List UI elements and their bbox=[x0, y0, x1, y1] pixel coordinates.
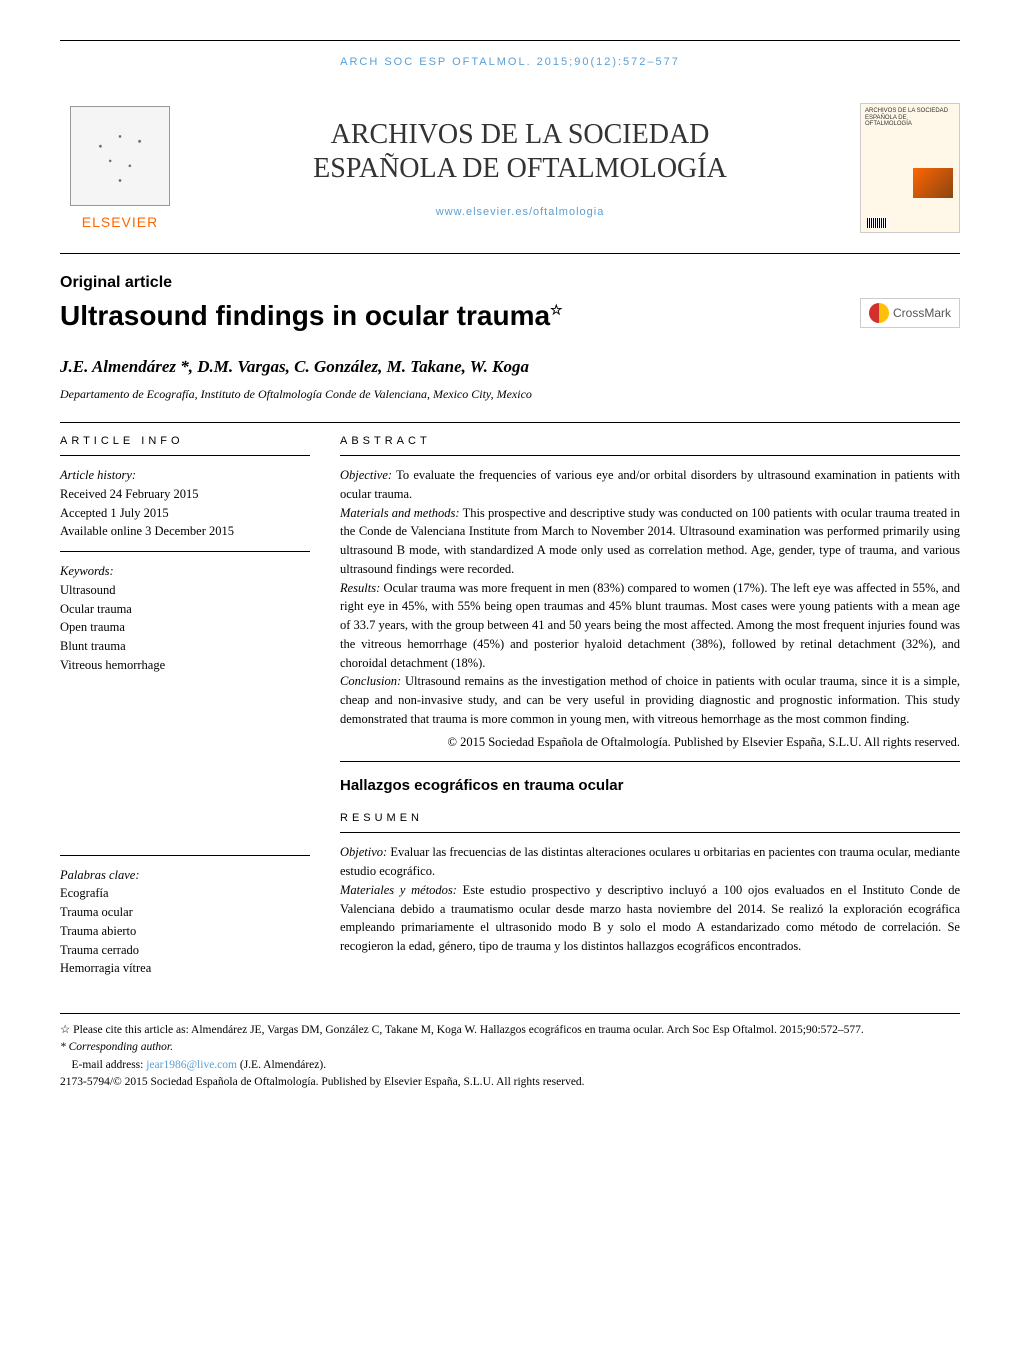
article-title: Ultrasound findings in ocular trauma☆ bbox=[60, 300, 563, 332]
history-label: Article history: bbox=[60, 466, 310, 485]
cover-image-icon bbox=[913, 168, 953, 198]
methods-label: Materials and methods: bbox=[340, 506, 460, 520]
abstract-en: Objective: To evaluate the frequencies o… bbox=[340, 455, 960, 761]
keyword-item: Open trauma bbox=[60, 618, 310, 637]
authors: J.E. Almendárez *, D.M. Vargas, C. Gonzá… bbox=[60, 357, 960, 377]
issn-line: 2173-5794/© 2015 Sociedad Española de Of… bbox=[60, 1074, 960, 1091]
journal-title-block: ARCHIVOS DE LA SOCIEDAD ESPAÑOLA DE OFTA… bbox=[180, 118, 860, 217]
keyword-item: Ocular trauma bbox=[60, 600, 310, 619]
abstract-es: Objetivo: Evaluar las frecuencias de las… bbox=[340, 832, 960, 966]
conclusion-label: Conclusion: bbox=[340, 674, 401, 688]
publisher-label: ELSEVIER bbox=[82, 214, 158, 230]
keyword-item: Blunt trauma bbox=[60, 637, 310, 656]
affiliation: Departamento de Ecografía, Instituto de … bbox=[60, 387, 960, 402]
citation-header: ARCH SOC ESP OFTALMOL. 2015;90(12):572–5… bbox=[60, 40, 960, 83]
article-meta-row: Original article Ultrasound findings in … bbox=[60, 253, 960, 352]
keyword-item: Hemorragia vítrea bbox=[60, 959, 310, 978]
corresponding-author: * Corresponding author. bbox=[60, 1039, 960, 1056]
keyword-item: Trauma abierto bbox=[60, 922, 310, 941]
results-text: Ocular trauma was more frequent in men (… bbox=[340, 581, 960, 670]
article-history: Article history: Received 24 February 20… bbox=[60, 455, 310, 551]
keyword-item: Trauma ocular bbox=[60, 903, 310, 922]
crossmark-label: CrossMark bbox=[893, 306, 951, 320]
crossmark-badge[interactable]: CrossMark bbox=[860, 298, 960, 328]
objetivo-text: Evaluar las frecuencias de las distintas… bbox=[340, 845, 960, 878]
keywords-en-label: Keywords: bbox=[60, 562, 310, 581]
received-date: Received 24 February 2015 bbox=[60, 485, 310, 504]
copyright-en: © 2015 Sociedad Española de Oftalmología… bbox=[340, 733, 960, 752]
cover-title-text: ARCHIVOS DE LA SOCIEDAD ESPAÑOLA DE OFTA… bbox=[865, 108, 955, 128]
keywords-es-label: Palabras clave: bbox=[60, 866, 310, 885]
email-suffix: (J.E. Almendárez). bbox=[237, 1059, 326, 1071]
crossmark-icon bbox=[869, 303, 889, 323]
elsevier-tree-icon bbox=[70, 106, 170, 206]
metodos-label: Materiales y métodos: bbox=[340, 883, 457, 897]
publisher-logo: ELSEVIER bbox=[60, 106, 180, 230]
objective-label: Objective: bbox=[340, 468, 392, 482]
cite-footnote: ☆ Please cite this article as: Almendáre… bbox=[60, 1022, 960, 1039]
email-line: E-mail address: jear1986@live.com (J.E. … bbox=[60, 1057, 960, 1074]
right-column: ABSTRACT Objective: To evaluate the freq… bbox=[340, 423, 960, 988]
results-label: Results: bbox=[340, 581, 380, 595]
footnote-star-icon: ☆ bbox=[550, 302, 563, 318]
journal-header: ELSEVIER ARCHIVOS DE LA SOCIEDAD ESPAÑOL… bbox=[60, 83, 960, 253]
journal-title-line2: ESPAÑOLA DE OFTALMOLOGÍA bbox=[180, 152, 860, 186]
spacer bbox=[60, 685, 310, 855]
journal-title-line1: ARCHIVOS DE LA SOCIEDAD bbox=[180, 118, 860, 152]
keywords-en-block: Keywords: Ultrasound Ocular trauma Open … bbox=[60, 551, 310, 685]
keyword-item: Trauma cerrado bbox=[60, 941, 310, 960]
resumen-label: RESUMEN bbox=[340, 800, 960, 832]
accepted-date: Accepted 1 July 2015 bbox=[60, 504, 310, 523]
article-type: Original article bbox=[60, 274, 563, 292]
spanish-title: Hallazgos ecográficos en trauma ocular bbox=[340, 762, 960, 800]
article-title-text: Ultrasound findings in ocular trauma bbox=[60, 300, 550, 331]
online-date: Available online 3 December 2015 bbox=[60, 522, 310, 541]
abstract-label: ABSTRACT bbox=[340, 423, 960, 455]
two-column-layout: ARTICLE INFO Article history: Received 2… bbox=[60, 423, 960, 988]
objetivo-label: Objetivo: bbox=[340, 845, 387, 859]
keyword-item: Vitreous hemorrhage bbox=[60, 656, 310, 675]
conclusion-text: Ultrasound remains as the investigation … bbox=[340, 674, 960, 726]
cover-barcode-icon bbox=[867, 218, 887, 228]
email-link[interactable]: jear1986@live.com bbox=[146, 1059, 237, 1071]
objective-text: To evaluate the frequencies of various e… bbox=[340, 468, 960, 501]
article-info-label: ARTICLE INFO bbox=[60, 423, 310, 455]
left-column: ARTICLE INFO Article history: Received 2… bbox=[60, 423, 310, 988]
journal-url[interactable]: www.elsevier.es/oftalmologia bbox=[180, 206, 860, 218]
journal-cover-thumbnail: ARCHIVOS DE LA SOCIEDAD ESPAÑOLA DE OFTA… bbox=[860, 103, 960, 233]
keyword-item: Ecografía bbox=[60, 884, 310, 903]
keyword-item: Ultrasound bbox=[60, 581, 310, 600]
email-label: E-mail address: bbox=[72, 1059, 147, 1071]
footnotes: ☆ Please cite this article as: Almendáre… bbox=[60, 1013, 960, 1091]
article-type-and-title: Original article Ultrasound findings in … bbox=[60, 274, 563, 352]
keywords-es-block: Palabras clave: Ecografía Trauma ocular … bbox=[60, 855, 310, 989]
